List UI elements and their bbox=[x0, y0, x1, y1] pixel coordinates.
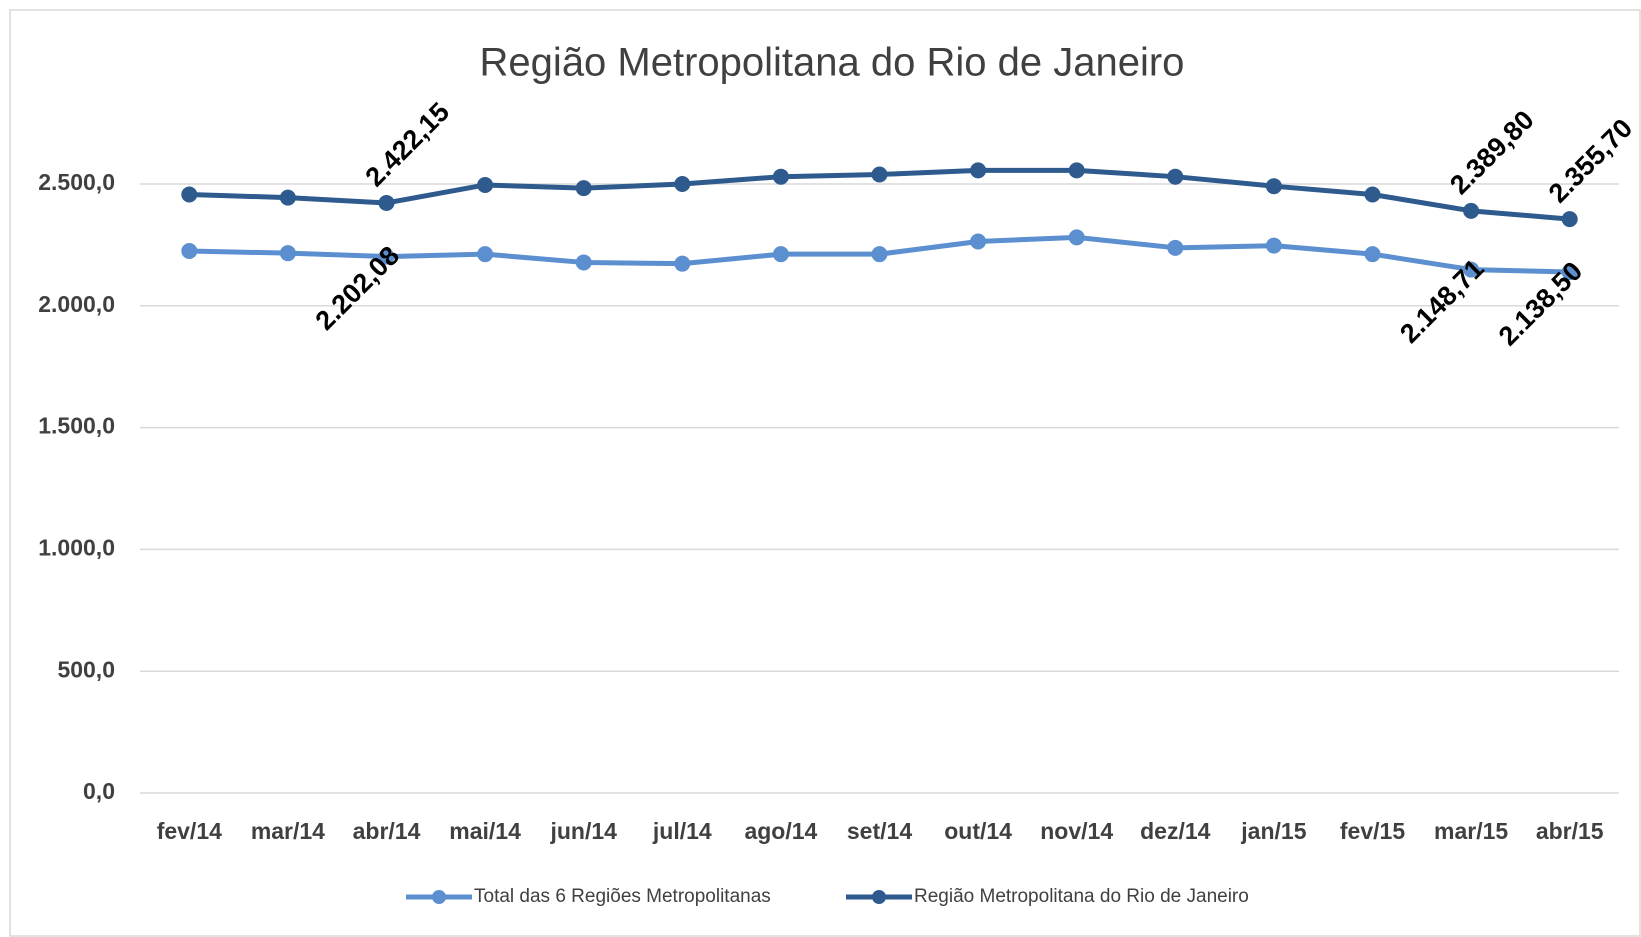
point bbox=[1364, 186, 1381, 203]
point bbox=[1265, 178, 1282, 195]
x-tick-label: mai/14 bbox=[449, 818, 521, 844]
point bbox=[477, 176, 494, 193]
x-tick-label: jan/15 bbox=[1240, 818, 1306, 844]
x-tick-label: dez/14 bbox=[1140, 818, 1211, 844]
x-tick-label: out/14 bbox=[944, 818, 1012, 844]
point bbox=[1068, 229, 1085, 246]
point bbox=[575, 180, 592, 197]
point bbox=[181, 186, 198, 203]
point bbox=[575, 254, 592, 271]
x-tick-label: fev/15 bbox=[1340, 818, 1405, 844]
point bbox=[674, 176, 691, 192]
point bbox=[970, 162, 987, 179]
point bbox=[378, 194, 395, 211]
x-tick-label: abr/15 bbox=[1536, 818, 1604, 844]
y-tick-label: 1.500,0 bbox=[38, 413, 115, 439]
point bbox=[871, 246, 888, 263]
point bbox=[1167, 168, 1184, 185]
point bbox=[181, 242, 198, 259]
point bbox=[772, 168, 789, 185]
point bbox=[1561, 211, 1578, 228]
chart-frame bbox=[9, 9, 1641, 937]
y-tick-label: 2.500,0 bbox=[38, 169, 115, 195]
legend-marker bbox=[432, 890, 446, 904]
y-tick-label: 2.000,0 bbox=[38, 291, 115, 317]
y-tick-label: 500,0 bbox=[57, 656, 115, 682]
point bbox=[970, 233, 987, 250]
legend-label: Total das 6 Regiões Metropolitanas bbox=[474, 886, 771, 907]
point bbox=[1463, 202, 1480, 219]
point bbox=[1265, 237, 1282, 254]
y-tick-label: 1.000,0 bbox=[38, 534, 115, 560]
point bbox=[1463, 261, 1480, 278]
x-tick-label: jul/14 bbox=[652, 818, 712, 844]
legend-label: Região Metropolitana do Rio de Janeiro bbox=[914, 886, 1249, 907]
x-tick-label: jun/14 bbox=[549, 818, 617, 844]
point bbox=[772, 246, 789, 263]
point bbox=[477, 246, 494, 263]
chart-title: Região Metropolitana do Rio de Janeiro bbox=[480, 41, 1185, 85]
x-tick-label: ago/14 bbox=[744, 818, 817, 844]
point bbox=[279, 189, 296, 206]
point bbox=[279, 245, 296, 262]
legend-marker bbox=[872, 890, 886, 904]
x-tick-label: fev/14 bbox=[157, 818, 222, 844]
point bbox=[1561, 264, 1578, 281]
x-tick-label: nov/14 bbox=[1040, 818, 1113, 844]
point bbox=[1068, 162, 1085, 179]
point bbox=[1364, 246, 1381, 263]
point bbox=[871, 166, 888, 183]
x-tick-label: abr/14 bbox=[353, 818, 421, 844]
point bbox=[1167, 239, 1184, 256]
point bbox=[674, 255, 691, 272]
point bbox=[378, 248, 395, 265]
x-tick-label: mar/14 bbox=[251, 818, 325, 844]
x-tick-label: set/14 bbox=[847, 818, 912, 844]
x-tick-label: mar/15 bbox=[1434, 818, 1508, 844]
y-tick-label: 0,0 bbox=[83, 778, 115, 804]
